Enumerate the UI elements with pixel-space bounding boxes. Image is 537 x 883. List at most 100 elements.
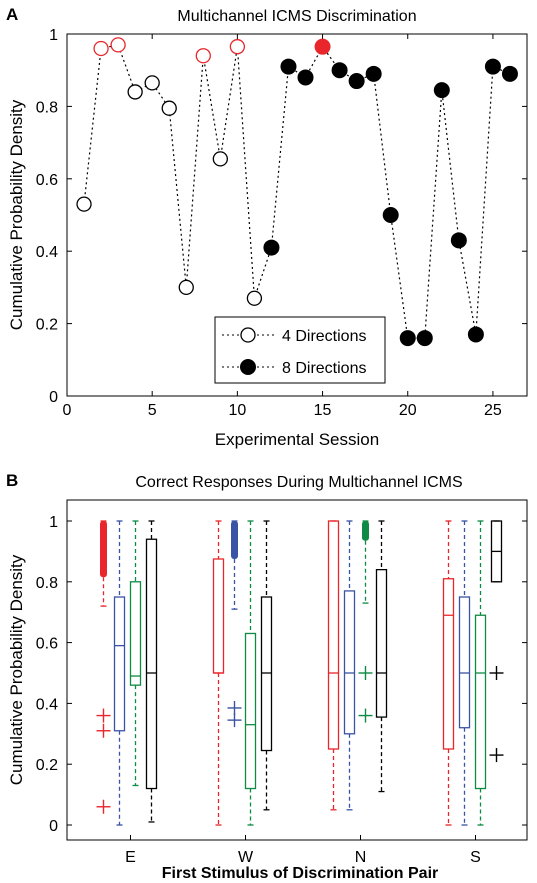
panel-a-points [76, 37, 518, 347]
data-point-4-directions [76, 196, 92, 212]
x-tick-label: 25 [484, 402, 502, 419]
box-iqr [260, 596, 273, 752]
data-point-8-directions [348, 73, 365, 90]
y-tick-label: 0.2 [36, 317, 58, 334]
y-tick-label: 0.8 [36, 99, 58, 116]
data-point-4-directions [178, 279, 194, 296]
panel-a-x-axis-label: Experimental Session [215, 430, 379, 449]
data-point-8-directions [365, 65, 382, 82]
y-tick-label: 1 [49, 27, 58, 44]
panel-b: B Correct Responses During Multichannel … [6, 471, 528, 882]
boxplot-N-green [358, 520, 373, 723]
boxplot-E-black [145, 520, 158, 823]
boxplot-S-black [489, 520, 504, 763]
data-point-8-directions [450, 232, 467, 249]
data-point-8-directions [314, 38, 331, 55]
y-tick-label: 0 [49, 389, 58, 406]
legend-4dir-marker [240, 327, 256, 343]
boxplot-S-blue [458, 520, 471, 826]
data-point-4-directions [212, 151, 228, 167]
panel-a-title: Multichannel ICMS Discrimination [177, 8, 416, 25]
category-label: N [355, 849, 367, 866]
panel-b-boxes [96, 520, 504, 826]
data-point-4-directions [110, 37, 126, 53]
x-tick-label: 10 [228, 402, 246, 419]
panel-b-plot-frame [66, 499, 528, 841]
panel-b-title: Correct Responses During Multichannel IC… [135, 474, 462, 491]
data-point-8-directions [280, 58, 297, 75]
boxplot-E-red [96, 520, 111, 814]
box-iqr [113, 596, 126, 732]
legend-box [214, 316, 386, 384]
panel-a-ticks: 0 5 10 15 20 25 0 0.2 0.4 0.6 0.8 1 [36, 27, 527, 419]
data-point-8-directions [501, 65, 518, 82]
panel-a-label: A [6, 5, 18, 24]
boxplot-N-blue [343, 520, 356, 811]
y-tick-label: 0.2 [36, 757, 58, 774]
panel-a: A Multichannel ICMS Discrimination 0 5 10 1… [6, 5, 528, 449]
box-iqr-dense [100, 521, 107, 578]
boxplot-W-blue [227, 520, 242, 728]
panel-a-legend: 4 Directions 8 Directions [214, 316, 386, 384]
data-point-4-directions [195, 48, 211, 64]
boxplot-E-blue [113, 520, 126, 826]
box-iqr [145, 538, 158, 790]
data-point-4-directions [161, 100, 177, 116]
data-point-4-directions [229, 39, 246, 55]
boxplot-W-red [212, 520, 225, 826]
box-iqr [343, 590, 356, 735]
data-point-8-directions [331, 62, 348, 79]
boxplot-N-black [375, 520, 388, 793]
box-iqr [212, 558, 225, 674]
data-point-4-directions [144, 75, 160, 91]
panel-a-plot-frame [66, 33, 528, 397]
data-point-8-directions [399, 330, 416, 347]
y-tick-label: 0.4 [36, 244, 58, 261]
x-tick-label: 15 [314, 402, 332, 419]
data-point-8-directions [297, 69, 314, 86]
data-point-8-directions [263, 239, 280, 256]
x-tick-label: 0 [63, 402, 72, 419]
box-iqr [129, 581, 142, 686]
boxplot-W-green [244, 520, 257, 826]
y-tick-label: 0 [49, 818, 58, 835]
boxplot-N-red [327, 520, 340, 811]
legend-4dir-label: 4 Directions [282, 328, 366, 345]
data-point-4-directions [127, 84, 143, 100]
boxplot-W-black [260, 520, 273, 811]
data-point-8-directions [433, 82, 450, 99]
panel-b-y-axis-label: Cumulative Probability Density [7, 554, 26, 785]
legend-8dir-marker [240, 359, 256, 375]
category-label: W [238, 849, 254, 866]
box-iqr [327, 520, 340, 750]
panel-b-ticks: 0 0.2 0.4 0.6 0.8 1 E W N S [36, 514, 527, 866]
boxplot-E-green [129, 520, 142, 787]
data-point-8-directions [416, 330, 433, 347]
y-tick-label: 0.6 [36, 636, 58, 653]
y-tick-label: 0.8 [36, 575, 58, 592]
box-iqr [375, 568, 388, 718]
data-point-8-directions [467, 326, 484, 343]
panel-a-y-axis-label: Cumulative Probability Density [7, 99, 26, 330]
data-point-4-directions [246, 290, 263, 306]
boxplot-S-red [442, 520, 455, 826]
box-iqr [442, 578, 455, 750]
box-iqr-dense [231, 521, 238, 559]
category-label: E [125, 849, 136, 866]
box-iqr [458, 596, 471, 729]
legend-8dir-label: 8 Directions [282, 360, 366, 377]
y-tick-label: 0.4 [36, 696, 58, 713]
box-iqr [244, 632, 257, 790]
data-point-8-directions [382, 207, 399, 223]
data-point-8-directions [484, 58, 501, 75]
y-tick-label: 1 [49, 514, 58, 531]
panel-a-series-line [83, 44, 511, 339]
x-tick-label: 20 [399, 402, 417, 419]
boxplot-S-green [474, 520, 487, 826]
panel-b-x-axis-label: First Stimulus of Discrimination Pair [162, 865, 439, 882]
series-dotted-line [83, 44, 511, 339]
box-iqr-dense [362, 521, 369, 541]
box-iqr [474, 614, 487, 790]
y-tick-label: 0.6 [36, 172, 58, 189]
